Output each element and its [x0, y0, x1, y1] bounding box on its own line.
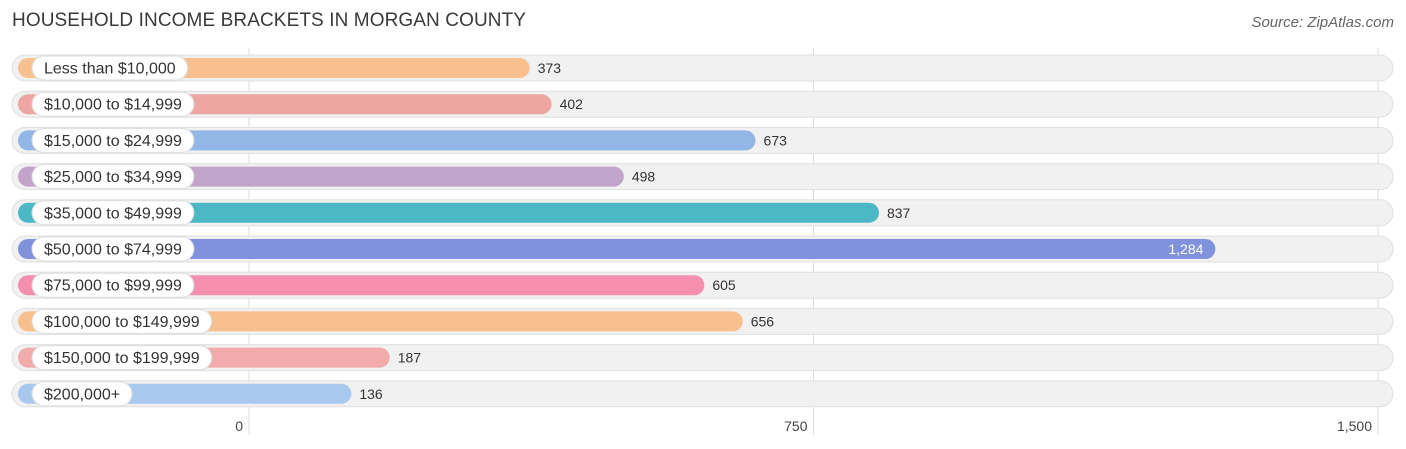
bar-track	[11, 380, 1394, 408]
category-label: $75,000 to $99,999	[44, 278, 182, 295]
category-label-pill	[31, 345, 213, 371]
category-label: $25,000 to $34,999	[44, 169, 182, 186]
category-label: Less than $10,000	[44, 61, 176, 78]
value-label: 498	[632, 169, 656, 185]
category-label: $200,000+	[44, 386, 120, 403]
bar-row: $150,000 to $199,999 187	[11, 344, 1394, 372]
value-label: 673	[764, 132, 788, 148]
bar-row: Less than $10,000 373	[11, 54, 1394, 82]
bar-row: $25,000 to $34,999 498	[11, 163, 1394, 191]
chart-title: HOUSEHOLD INCOME BRACKETS IN MORGAN COUN…	[12, 10, 527, 31]
category-label-pill	[31, 272, 195, 298]
category-label: $10,000 to $14,999	[44, 97, 182, 114]
bar	[18, 202, 879, 223]
value-label: 837	[887, 205, 911, 221]
bar-row: $200,000+ 136	[11, 380, 1394, 408]
category-label-pill	[31, 55, 189, 81]
category-label: $150,000 to $199,999	[44, 350, 200, 367]
value-label: 656	[751, 313, 775, 329]
category-label-pill	[31, 308, 213, 334]
category-label-pill	[31, 127, 195, 153]
value-label: 187	[398, 350, 422, 366]
value-label: 402	[560, 96, 584, 112]
bar	[18, 239, 1216, 259]
category-label-pill	[31, 381, 133, 407]
category-label-pill	[31, 91, 195, 117]
value-label: 136	[359, 386, 383, 402]
tick-label: 1,500	[1337, 418, 1372, 434]
category-label-pill	[31, 164, 195, 190]
value-label: 605	[712, 277, 736, 293]
category-label: $50,000 to $74,999	[44, 242, 182, 259]
category-label-pill	[31, 236, 195, 262]
tick-label: 750	[784, 418, 808, 434]
chart-source: Source: ZipAtlas.com	[1251, 14, 1394, 31]
tick-label: 0	[235, 418, 243, 434]
bar-row: $10,000 to $14,999 402	[11, 90, 1394, 118]
category-label: $15,000 to $24,999	[44, 133, 182, 150]
bar-row: $75,000 to $99,999 605	[11, 271, 1394, 299]
bar-row: $35,000 to $49,999 837	[11, 199, 1394, 227]
bar	[18, 130, 756, 151]
bar-row: $100,000 to $149,999 656	[11, 307, 1394, 335]
category-label-pill	[31, 200, 195, 226]
category-label: $35,000 to $49,999	[44, 205, 182, 222]
bar-row: $50,000 to $74,999 1,284	[11, 235, 1394, 263]
bar-row: $15,000 to $24,999 673	[11, 126, 1394, 154]
value-label: 373	[538, 60, 562, 76]
value-label: 1,284	[1168, 241, 1203, 257]
category-label: $100,000 to $149,999	[44, 314, 200, 331]
